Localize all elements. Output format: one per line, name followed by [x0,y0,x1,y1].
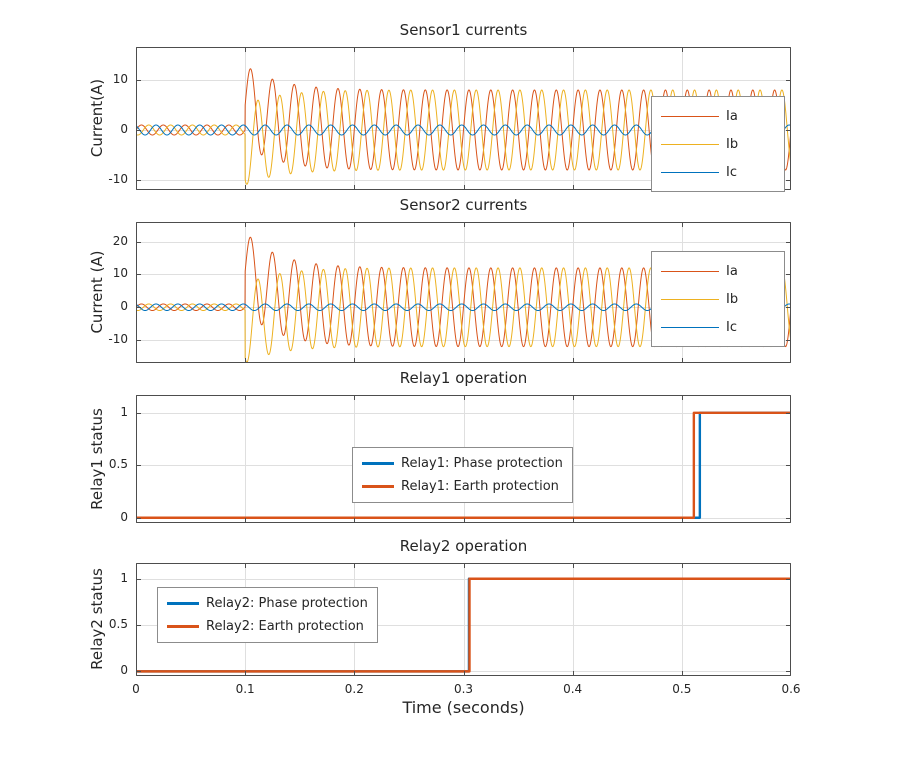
legend-entry: Ib [661,285,775,313]
legend-label: Ia [726,263,738,279]
legend-label: Relay2: Phase protection [206,596,368,611]
y-tick-label: 1 [120,404,128,419]
y-tick-label: -10 [108,332,128,347]
legend-entry: Ib [661,130,775,158]
x-tick-label: 0.5 [672,682,692,696]
x-tick-label: 0.2 [344,682,364,696]
legend-entry: Relay2: Earth protection [167,615,368,638]
x-tick-label: 0.3 [453,682,474,696]
sensor1-ylabel: Current(A) [88,78,106,158]
relay1-title: Relay1 operation [399,369,528,387]
y-tick-label: 0 [120,663,128,678]
x-tick-label: 0.4 [563,682,583,696]
y-tick-label: 10 [112,72,128,86]
y-tick-label: 0.5 [108,457,128,472]
sensor2-title: Sensor2 currents [399,196,528,214]
legend-line-sample-icon [661,326,719,328]
legend-entry: Relay1: Earth protection [362,475,563,498]
legend-label: Relay2: Earth protection [206,619,364,634]
legend-label: Ic [726,319,737,335]
y-tick-label: 0 [120,122,128,136]
legend-line-sample-icon [661,171,719,173]
y-tick-label: 0.5 [108,617,128,632]
relay2-legend: Relay2: Phase protection Relay2: Earth pr… [157,587,378,643]
sensor2-ylabel: Current (A) [88,250,106,334]
legend-line-sample-icon [661,298,719,300]
legend-line-sample-icon [362,485,394,488]
y-tick-label: 10 [112,266,128,281]
x-tick-label: 0 [132,682,140,696]
legend-line-sample-icon [661,270,719,272]
legend-label: Ic [726,164,737,180]
legend-entry: Ia [661,102,775,130]
time-axis-label: Time (seconds) [402,698,525,717]
y-tick-label: 0 [120,299,128,314]
y-tick-label: 1 [120,570,128,585]
x-tick-label: 0.6 [781,682,801,696]
x-tick-label: 0.1 [235,682,255,696]
legend-entry: Relay1: Phase protection [362,452,563,475]
legend-line-sample-icon [362,462,394,465]
relay2-title: Relay2 operation [399,537,528,555]
legend-label: Relay1: Phase protection [401,456,563,471]
legend-label: Ib [726,291,739,307]
y-tick-label: -10 [108,172,128,186]
legend-label: Ib [726,136,739,152]
relay1-legend: Relay1: Phase protection Relay1: Earth pr… [352,447,573,503]
sensor2-legend: Ia Ib Ic [651,251,785,347]
legend-entry: Ia [661,257,775,285]
y-tick-label: 20 [112,233,128,248]
legend-line-sample-icon [167,625,199,628]
legend-line-sample-icon [167,602,199,605]
legend-entry: Ic [661,313,775,341]
legend-entry: Relay2: Phase protection [167,592,368,615]
sensor1-title: Sensor1 currents [399,21,528,39]
sensor1-legend: Ia Ib Ic [651,96,785,192]
legend-label: Ia [726,108,738,124]
legend-line-sample-icon [661,115,719,117]
legend-line-sample-icon [661,143,719,145]
y-tick-label: 0 [120,509,128,524]
legend-label: Relay1: Earth protection [401,479,559,494]
legend-entry: Ic [661,158,775,186]
